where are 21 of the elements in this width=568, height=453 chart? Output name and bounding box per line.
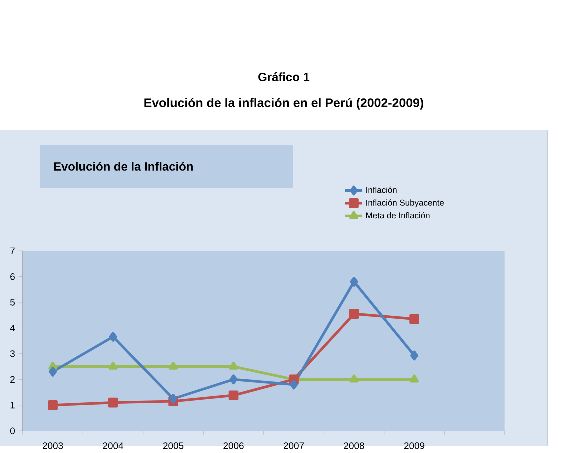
x-tick-label: 2004 (103, 442, 124, 450)
y-tick-label: 6 (10, 274, 15, 280)
y-tick-label: 2 (10, 376, 15, 384)
chart-title: Gráfico 1 (258, 72, 310, 82)
text: Evolución de la Inflación (54, 162, 193, 172)
y-tick-label: 7 (10, 248, 15, 255)
x-tick-label: 2007 (284, 442, 304, 450)
y-tick-label: 5 (10, 299, 15, 306)
x-tick-label: 2005 (163, 442, 184, 450)
y-tick-label: 3 (10, 350, 15, 358)
y-tick-label: 1 (10, 402, 15, 409)
x-tick-label: 2009 (404, 442, 425, 450)
y-tick-label: 0 (10, 428, 16, 435)
legend-label: Meta de Inflación (366, 212, 430, 219)
legend-label: Inflación Subyacente (366, 200, 444, 208)
legend-label: Inflación (366, 187, 397, 194)
x-tick-label: 2006 (224, 442, 244, 450)
x-tick-label: 2003 (42, 442, 64, 450)
x-tick-label: 2008 (344, 442, 364, 450)
y-tick-label: 4 (10, 325, 16, 332)
chart-subtitle: Evolución de la inflación en el Perú (2002-2009) (144, 98, 424, 110)
